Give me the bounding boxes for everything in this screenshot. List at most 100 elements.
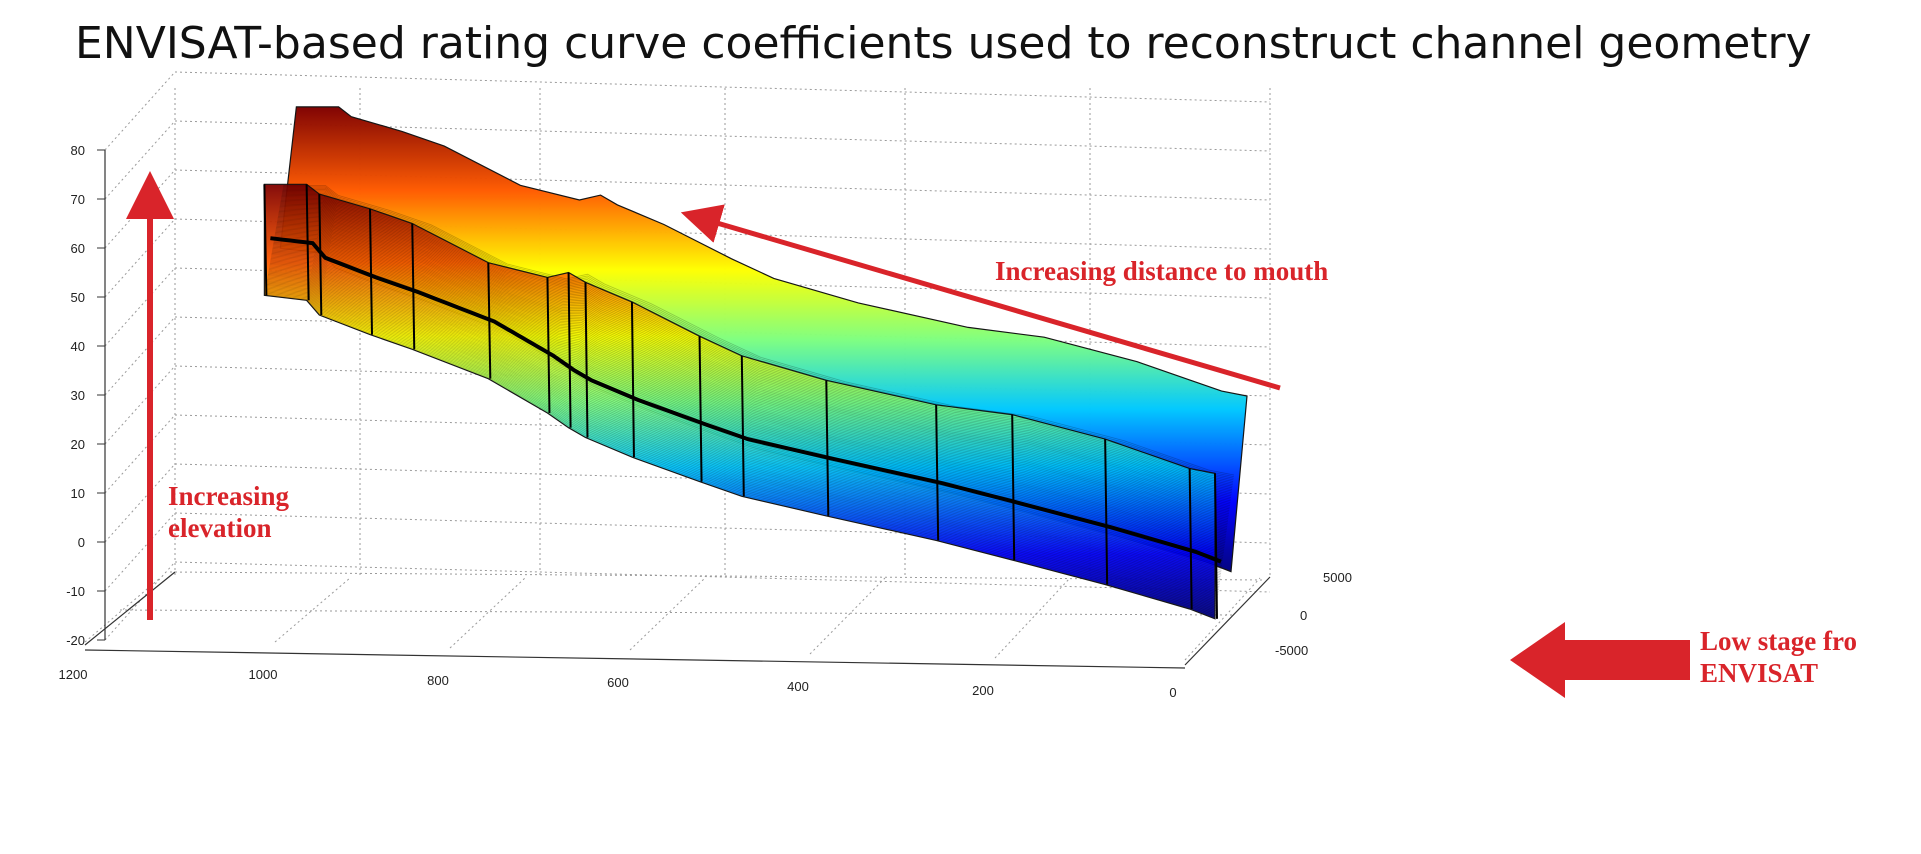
cross-section-line: [698, 336, 703, 482]
mesh-line: [270, 260, 1222, 574]
mesh-line: [269, 265, 1221, 581]
grid-line-z: [174, 71, 1271, 103]
z-tick-label: 50: [71, 290, 85, 305]
mesh-line: [282, 190, 1234, 482]
mesh-line: [268, 269, 1220, 586]
envisat-label: Low stage fro ENVISAT: [1700, 626, 1857, 688]
z-tick-label: 30: [71, 388, 85, 403]
z-tick-label: 20: [71, 437, 85, 452]
envisat-arrow: [1510, 622, 1690, 698]
mesh-line: [283, 185, 1235, 476]
mesh-line: [277, 217, 1229, 518]
z-tick-label: 0: [78, 535, 85, 550]
mesh-line: [269, 264, 1221, 579]
x-tick-label: 1200: [59, 667, 88, 682]
distance-label: Increasing distance to mouth: [995, 256, 1328, 286]
mesh-line: [279, 208, 1231, 507]
y-axis: [1184, 576, 1271, 666]
mesh-line: [280, 201, 1232, 497]
x-tick-label: 1000: [249, 667, 278, 682]
mesh-line: [265, 287, 1217, 610]
mesh-line: [282, 192, 1233, 486]
mesh-line: [280, 202, 1232, 499]
grid-line-floor: [994, 577, 1071, 659]
mesh-line: [274, 234, 1226, 541]
mesh-line: [277, 218, 1229, 520]
grid-line-side: [104, 512, 176, 592]
mesh-line: [264, 291, 1216, 615]
elevation-label: Increasing elevation: [168, 481, 290, 543]
z-tick-label: 80: [71, 143, 85, 158]
mesh-line: [267, 276, 1219, 595]
z-tick-label: 40: [71, 339, 85, 354]
mesh-line: [269, 267, 1220, 584]
y-tick-label: 5000: [1323, 570, 1352, 585]
mesh-line: [267, 274, 1219, 592]
cross-section-line: [630, 301, 635, 458]
mesh-line: [265, 288, 1217, 612]
channel-surface: [263, 106, 1248, 620]
mesh-line: [268, 272, 1219, 591]
mesh-line: [278, 212, 1230, 511]
mesh-line: [275, 232, 1226, 537]
slide-title: ENVISAT-based rating curve coefficients …: [75, 18, 1812, 69]
cross-section-line: [567, 272, 572, 428]
mesh-line: [275, 229, 1227, 534]
z-tick-label: 10: [71, 486, 85, 501]
x-tick-label: 0: [1169, 685, 1176, 700]
grid-line-side: [104, 414, 176, 494]
grid-line-floor: [449, 577, 526, 649]
mesh-line: [268, 270, 1220, 587]
z-tick-label: -20: [66, 633, 85, 648]
mesh-line: [277, 220, 1228, 523]
mesh-line: [279, 207, 1231, 505]
mesh-line: [275, 233, 1226, 539]
mesh-line: [267, 277, 1219, 597]
mesh-line: [266, 280, 1218, 600]
mesh-line: [281, 195, 1233, 489]
mesh-line: [272, 248, 1224, 558]
mesh-line: [280, 203, 1231, 500]
grid-line-side: [104, 365, 176, 445]
cross-section-line: [1214, 473, 1218, 619]
mesh-line: [278, 211, 1230, 510]
y-tick-label: -5000: [1275, 643, 1308, 658]
cross-section-line: [1104, 439, 1109, 585]
x-tick-label: 200: [972, 683, 994, 698]
mesh-line: [269, 262, 1221, 578]
mesh-line: [264, 295, 1216, 620]
thalweg-line: [270, 236, 1222, 564]
mesh-line: [275, 230, 1227, 536]
cross-section-line: [411, 223, 416, 350]
mesh-line: [264, 293, 1216, 618]
mesh-line: [270, 259, 1222, 573]
mesh-line: [267, 275, 1219, 594]
mesh-line: [279, 206, 1231, 503]
cross-section-line: [263, 184, 268, 296]
mesh-line: [278, 215, 1229, 516]
mesh-line: [283, 186, 1234, 478]
grid-line-side: [104, 120, 176, 200]
mesh-line: [277, 219, 1229, 521]
mesh-line: [270, 261, 1221, 576]
mesh-line: [282, 188, 1234, 481]
mesh-line: [272, 249, 1224, 560]
mesh-line: [269, 266, 1221, 583]
cross-section-line: [935, 404, 940, 541]
mesh-line: [282, 187, 1234, 479]
grid-line-side: [104, 463, 176, 543]
mesh-line: [268, 271, 1220, 589]
grid-line-floor: [84, 577, 161, 643]
mesh-line: [276, 224, 1228, 528]
cross-section-line: [369, 208, 373, 335]
z-tick-label: -10: [66, 584, 85, 599]
mesh-line: [266, 283, 1218, 605]
mesh-line: [276, 222, 1228, 524]
mesh-line: [270, 257, 1222, 571]
mesh-line: [278, 214, 1229, 515]
mesh-line: [280, 199, 1232, 495]
mesh-line: [265, 286, 1217, 608]
z-tick-label: 70: [71, 192, 85, 207]
grid-line-side: [104, 169, 176, 249]
mesh-line: [281, 193, 1233, 487]
